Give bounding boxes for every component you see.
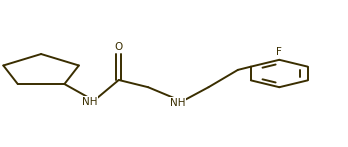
Text: F: F bbox=[276, 47, 282, 57]
Text: NH: NH bbox=[170, 98, 185, 108]
Text: NH: NH bbox=[82, 97, 97, 107]
Text: O: O bbox=[114, 42, 123, 52]
